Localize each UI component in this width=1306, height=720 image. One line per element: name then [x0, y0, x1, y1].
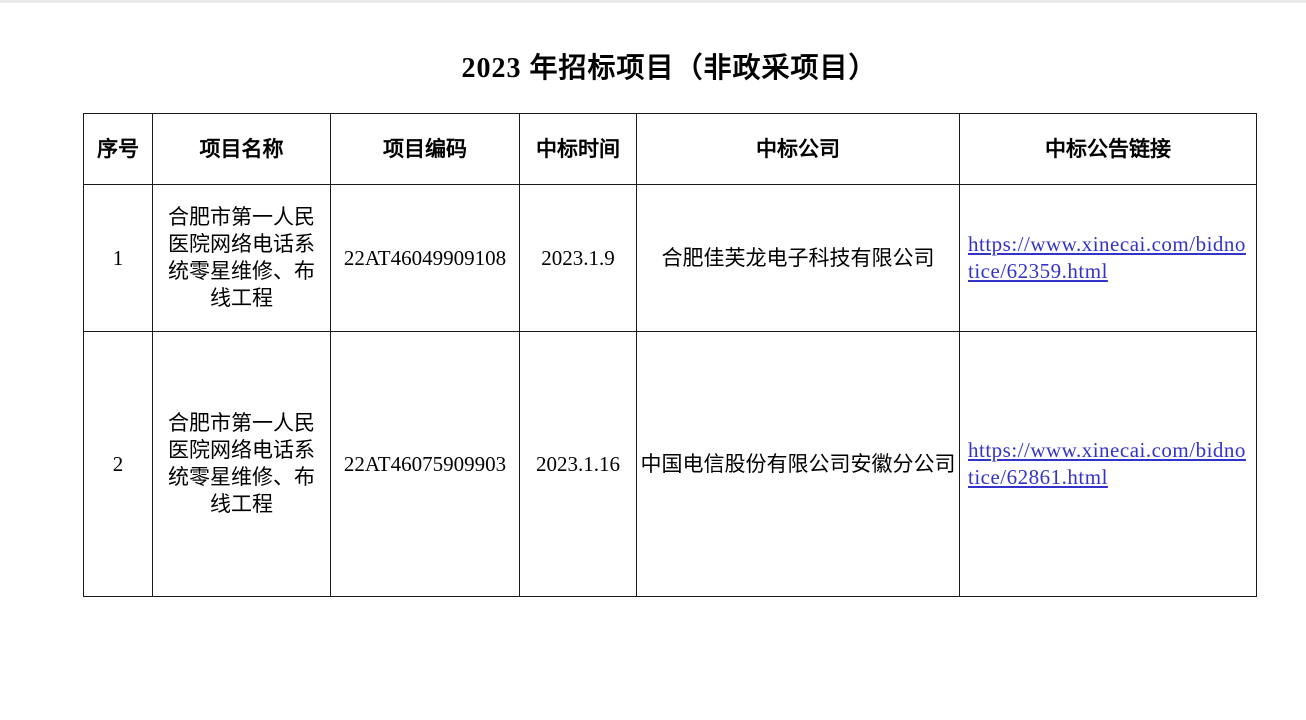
cell-company: 中国电信股份有限公司安徽分公司 — [636, 331, 960, 597]
column-header-date: 中标时间 — [519, 113, 637, 185]
table-row: 1 合肥市第一人民医院网络电话系统零星维修、布线工程 22AT460499091… — [83, 184, 1257, 332]
cell-project-name: 合肥市第一人民医院网络电话系统零星维修、布线工程 — [152, 184, 331, 332]
announcement-link[interactable]: https://www.xinecai.com/bidnotice/62861.… — [968, 438, 1246, 489]
bid-projects-table: 序号 项目名称 项目编码 中标时间 中标公司 中标公告链接 1 合肥市第一人民医… — [83, 113, 1257, 597]
announcement-link[interactable]: https://www.xinecai.com/bidnotice/62359.… — [968, 232, 1246, 283]
cell-project-name: 合肥市第一人民医院网络电话系统零星维修、布线工程 — [152, 331, 331, 597]
cell-project-code: 22AT46075909903 — [330, 331, 520, 597]
table-header-row: 序号 项目名称 项目编码 中标时间 中标公司 中标公告链接 — [83, 113, 1257, 185]
cell-announcement-link: https://www.xinecai.com/bidnotice/62359.… — [959, 184, 1257, 332]
cell-project-code: 22AT46049909108 — [330, 184, 520, 332]
page-title: 2023 年招标项目（非政采项目） — [461, 53, 878, 84]
cell-seq: 1 — [83, 184, 153, 332]
column-header-name: 项目名称 — [152, 113, 331, 185]
table-row: 2 合肥市第一人民医院网络电话系统零星维修、布线工程 22AT460759099… — [83, 331, 1257, 597]
column-header-company: 中标公司 — [636, 113, 960, 185]
cell-company: 合肥佳芙龙电子科技有限公司 — [636, 184, 960, 332]
column-header-code: 项目编码 — [330, 113, 520, 185]
cell-announcement-link: https://www.xinecai.com/bidnotice/62861.… — [959, 331, 1257, 597]
column-header-link: 中标公告链接 — [959, 113, 1257, 185]
cell-bid-date: 2023.1.16 — [519, 331, 637, 597]
cell-seq: 2 — [83, 331, 153, 597]
page-top-divider — [0, 0, 1306, 3]
column-header-seq: 序号 — [83, 113, 153, 185]
cell-bid-date: 2023.1.9 — [519, 184, 637, 332]
